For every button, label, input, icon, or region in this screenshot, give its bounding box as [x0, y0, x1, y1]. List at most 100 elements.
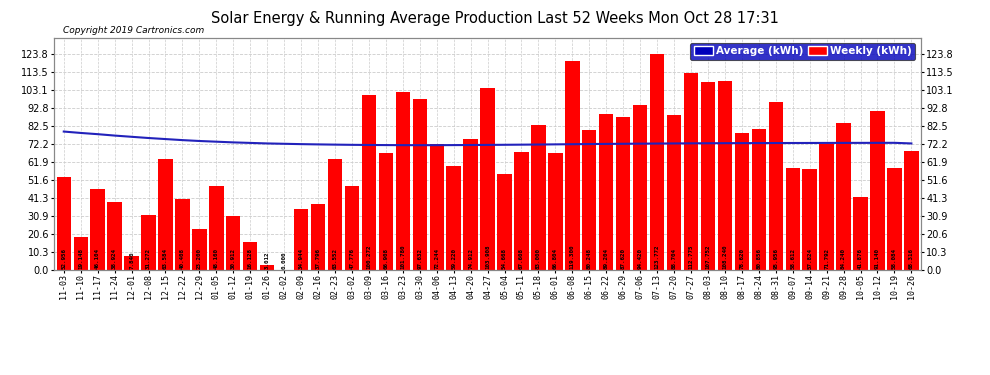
Bar	[328, 159, 343, 270]
Bar	[108, 202, 122, 270]
Bar	[701, 82, 715, 270]
Bar	[260, 265, 274, 270]
Bar	[73, 237, 88, 270]
Bar	[582, 130, 597, 270]
Bar	[616, 117, 631, 270]
Text: 72.244: 72.244	[435, 248, 440, 269]
Text: 80.856: 80.856	[756, 248, 761, 269]
Bar	[345, 186, 359, 270]
Bar	[158, 159, 172, 270]
Bar	[768, 102, 783, 270]
Text: 119.300: 119.300	[570, 244, 575, 269]
Bar	[718, 81, 733, 270]
Legend: Average (kWh), Weekly (kWh): Average (kWh), Weekly (kWh)	[690, 43, 916, 60]
Bar	[548, 153, 562, 270]
Text: 88.704: 88.704	[671, 248, 676, 269]
Text: 95.956: 95.956	[773, 248, 778, 269]
Text: 30.912: 30.912	[231, 248, 236, 269]
Bar	[311, 204, 326, 270]
Text: Solar Energy & Running Average Production Last 52 Weeks Mon Oct 28 17:31: Solar Energy & Running Average Productio…	[211, 11, 779, 26]
Bar	[887, 168, 902, 270]
Bar	[142, 215, 155, 270]
Bar	[294, 209, 308, 270]
Bar	[446, 166, 461, 270]
Bar	[820, 144, 834, 270]
Text: 57.824: 57.824	[807, 248, 812, 269]
Text: 108.240: 108.240	[723, 244, 728, 269]
Bar	[497, 174, 512, 270]
Text: 58.612: 58.612	[790, 248, 795, 269]
Bar	[853, 197, 867, 270]
Bar	[480, 88, 495, 270]
Text: 89.204: 89.204	[604, 248, 609, 269]
Text: 84.240: 84.240	[842, 248, 846, 269]
Text: 38.924: 38.924	[112, 248, 117, 269]
Text: 19.148: 19.148	[78, 248, 83, 269]
Bar	[378, 153, 393, 270]
Bar	[803, 169, 817, 270]
Bar	[751, 129, 766, 270]
Bar	[649, 54, 664, 270]
Text: 78.620: 78.620	[740, 248, 744, 269]
Text: 66.804: 66.804	[552, 248, 558, 269]
Text: 83.000: 83.000	[536, 248, 541, 269]
Text: 52.956: 52.956	[61, 248, 66, 269]
Text: 23.200: 23.200	[197, 248, 202, 269]
Bar	[684, 73, 698, 270]
Bar	[243, 242, 257, 270]
Bar	[904, 151, 919, 270]
Bar	[192, 230, 207, 270]
Bar	[599, 114, 614, 270]
Text: 16.128: 16.128	[248, 248, 252, 269]
Text: 107.752: 107.752	[706, 244, 711, 269]
Bar	[837, 123, 850, 270]
Bar	[226, 216, 241, 270]
Bar	[785, 168, 800, 270]
Text: 68.316: 68.316	[909, 248, 914, 269]
Bar	[209, 186, 224, 270]
Bar	[175, 200, 190, 270]
Text: 58.084: 58.084	[892, 248, 897, 269]
Text: 87.620: 87.620	[621, 248, 626, 269]
Text: 97.632: 97.632	[417, 248, 423, 269]
Text: 100.272: 100.272	[366, 244, 371, 269]
Text: 37.796: 37.796	[316, 248, 321, 269]
Bar	[514, 152, 529, 270]
Bar	[413, 99, 427, 270]
Bar	[430, 144, 444, 270]
Text: 91.140: 91.140	[875, 248, 880, 269]
Text: 101.780: 101.780	[400, 244, 405, 269]
Bar	[870, 111, 885, 270]
Text: 63.584: 63.584	[163, 248, 168, 269]
Bar	[361, 95, 376, 270]
Text: 71.792: 71.792	[824, 248, 829, 269]
Bar	[565, 62, 579, 270]
Text: 7.840: 7.840	[129, 252, 134, 269]
Text: 54.668: 54.668	[502, 248, 507, 269]
Text: 94.420: 94.420	[638, 248, 643, 269]
Bar	[125, 256, 139, 270]
Text: Copyright 2019 Cartronics.com: Copyright 2019 Cartronics.com	[63, 26, 204, 35]
Bar	[463, 139, 478, 270]
Text: 48.160: 48.160	[214, 248, 219, 269]
Text: 123.772: 123.772	[654, 244, 659, 269]
Bar	[667, 115, 681, 270]
Bar	[735, 133, 749, 270]
Text: 41.876: 41.876	[858, 248, 863, 269]
Text: 34.944: 34.944	[299, 248, 304, 269]
Bar	[633, 105, 647, 270]
Text: 47.776: 47.776	[349, 248, 354, 269]
Text: 66.908: 66.908	[383, 248, 388, 269]
Text: 112.775: 112.775	[688, 244, 694, 269]
Text: 40.408: 40.408	[180, 248, 185, 269]
Text: 46.104: 46.104	[95, 248, 100, 269]
Text: 31.272: 31.272	[147, 248, 151, 269]
Text: 80.248: 80.248	[587, 248, 592, 269]
Bar	[56, 177, 71, 270]
Text: 63.552: 63.552	[333, 248, 338, 269]
Bar	[90, 189, 105, 270]
Text: 103.908: 103.908	[485, 244, 490, 269]
Bar	[532, 125, 545, 270]
Text: 3.012: 3.012	[264, 252, 269, 269]
Text: 0.000: 0.000	[281, 252, 287, 269]
